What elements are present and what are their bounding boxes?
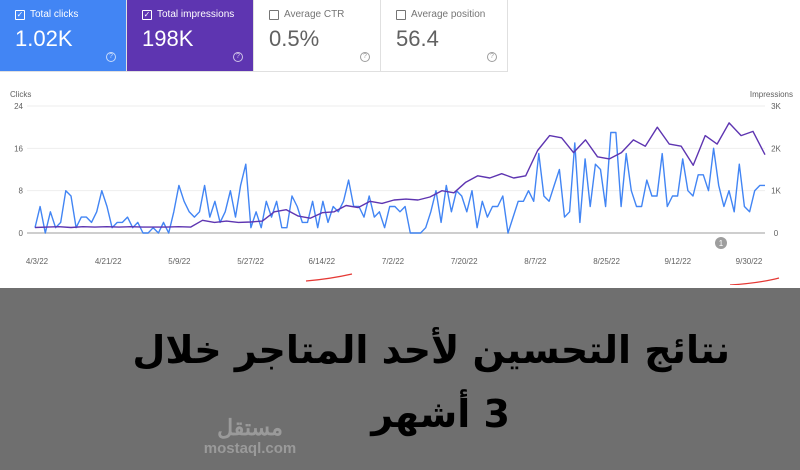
right-tick-label: 1K [771,187,781,196]
watermark-url: mostaql.com [203,440,297,457]
average-ctr-card[interactable]: Average CTR 0.5% ? [254,0,381,72]
card-label: Total clicks [30,9,79,20]
watermark-logo: مستقل [217,415,283,440]
performance-chart: Clicks Impressions 0 8 16 24 0 1K 2K 3K 4/3/22 4/21… [10,90,793,285]
x-tick-label: 5/9/22 [168,257,191,266]
average-position-card[interactable]: Average position 56.4 ? [381,0,508,72]
caption-line-2: 3 أشهر [371,392,510,436]
help-icon[interactable]: ? [233,52,243,62]
left-tick-label: 24 [14,102,23,111]
card-label: Total impressions [157,9,235,20]
x-tick-label: 7/20/22 [451,257,478,266]
left-tick-label: 0 [19,229,24,238]
metric-cards: ✓ Total clicks 1.02K ? ✓ Total impressions… [0,0,508,72]
card-value: 0.5% [269,26,320,51]
caption-line-1: نتائج التحسين لأحد المتاجر خلال [132,328,730,372]
annotation-label: 1 [719,239,724,248]
help-icon[interactable]: ? [487,52,497,62]
checkbox-icon[interactable]: ✓ [142,9,152,20]
x-tick-label: 6/14/22 [308,257,335,266]
series-line-clicks [34,131,765,234]
left-axis-label: Clicks [10,90,31,99]
left-tick-label: 8 [19,187,24,196]
checkbox-icon[interactable] [269,9,279,20]
card-value: 198K [142,26,194,51]
checkbox-icon[interactable] [396,9,406,20]
right-tick-label: 0 [774,229,779,238]
x-tick-label: 4/3/22 [26,257,49,266]
red-underline-mark [729,277,780,285]
total-clicks-card[interactable]: ✓ Total clicks 1.02K ? [0,0,127,72]
x-tick-label: 5/27/22 [237,257,264,266]
right-tick-label: 2K [771,144,781,153]
card-label: Average CTR [284,9,345,20]
x-tick-label: 8/7/22 [524,257,547,266]
x-tick-label: 9/12/22 [664,257,691,266]
help-icon[interactable]: ? [106,52,116,62]
mostaql-watermark: مستقل mostaql.com [200,416,300,458]
help-icon[interactable]: ? [360,52,370,62]
card-label: Average position [411,9,486,20]
x-tick-label: 8/25/22 [593,257,620,266]
caption-overlay: نتائج التحسين لأحد المتاجر خلال 3 أشهر م… [0,288,800,470]
total-impressions-card[interactable]: ✓ Total impressions 198K ? [127,0,254,72]
x-tick-label: 7/2/22 [382,257,405,266]
right-tick-label: 3K [771,102,781,111]
right-axis-label: Impressions [750,90,793,99]
card-value: 56.4 [396,26,439,51]
x-tick-label: 4/21/22 [95,257,122,266]
caption-title: نتائج التحسين لأحد المتاجر خلال 3 أشهر [30,318,730,446]
left-tick-label: 16 [14,144,23,153]
checkbox-icon[interactable]: ✓ [15,9,25,20]
series-line-impressions [34,122,766,229]
card-value: 1.02K [15,26,73,51]
red-underline-mark [305,273,353,282]
annotation-marker [715,237,727,249]
x-tick-label: 9/30/22 [736,257,763,266]
